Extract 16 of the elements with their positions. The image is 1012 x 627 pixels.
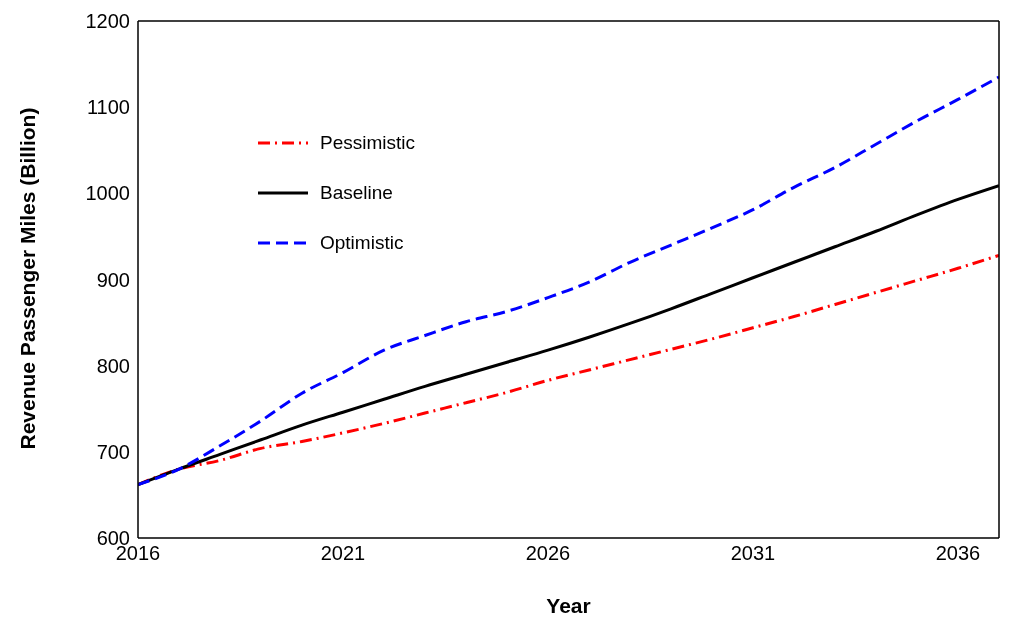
y-tick-label: 1200 <box>85 10 130 33</box>
line-series <box>138 75 999 487</box>
y-tick-label: 900 <box>96 268 130 291</box>
x-tick-label: 2036 <box>935 542 981 565</box>
y-tick-label: 800 <box>96 354 130 377</box>
y-tick-label: 1100 <box>86 96 130 119</box>
x-tick-label: 2026 <box>525 542 571 565</box>
legend-label: Pessimistic <box>320 132 416 154</box>
x-axis-title: Year <box>546 594 591 617</box>
x-tick-label: 2031 <box>730 542 776 565</box>
y-axis-title: Revenue Passenger Miles (Billion) <box>16 107 40 450</box>
x-tick-label: 2021 <box>320 542 366 565</box>
y-tick-label: 700 <box>96 440 130 463</box>
legend-label: Baseline <box>320 182 393 204</box>
y-tick-label: 1000 <box>85 182 130 205</box>
legend-label: Optimistic <box>320 232 404 254</box>
